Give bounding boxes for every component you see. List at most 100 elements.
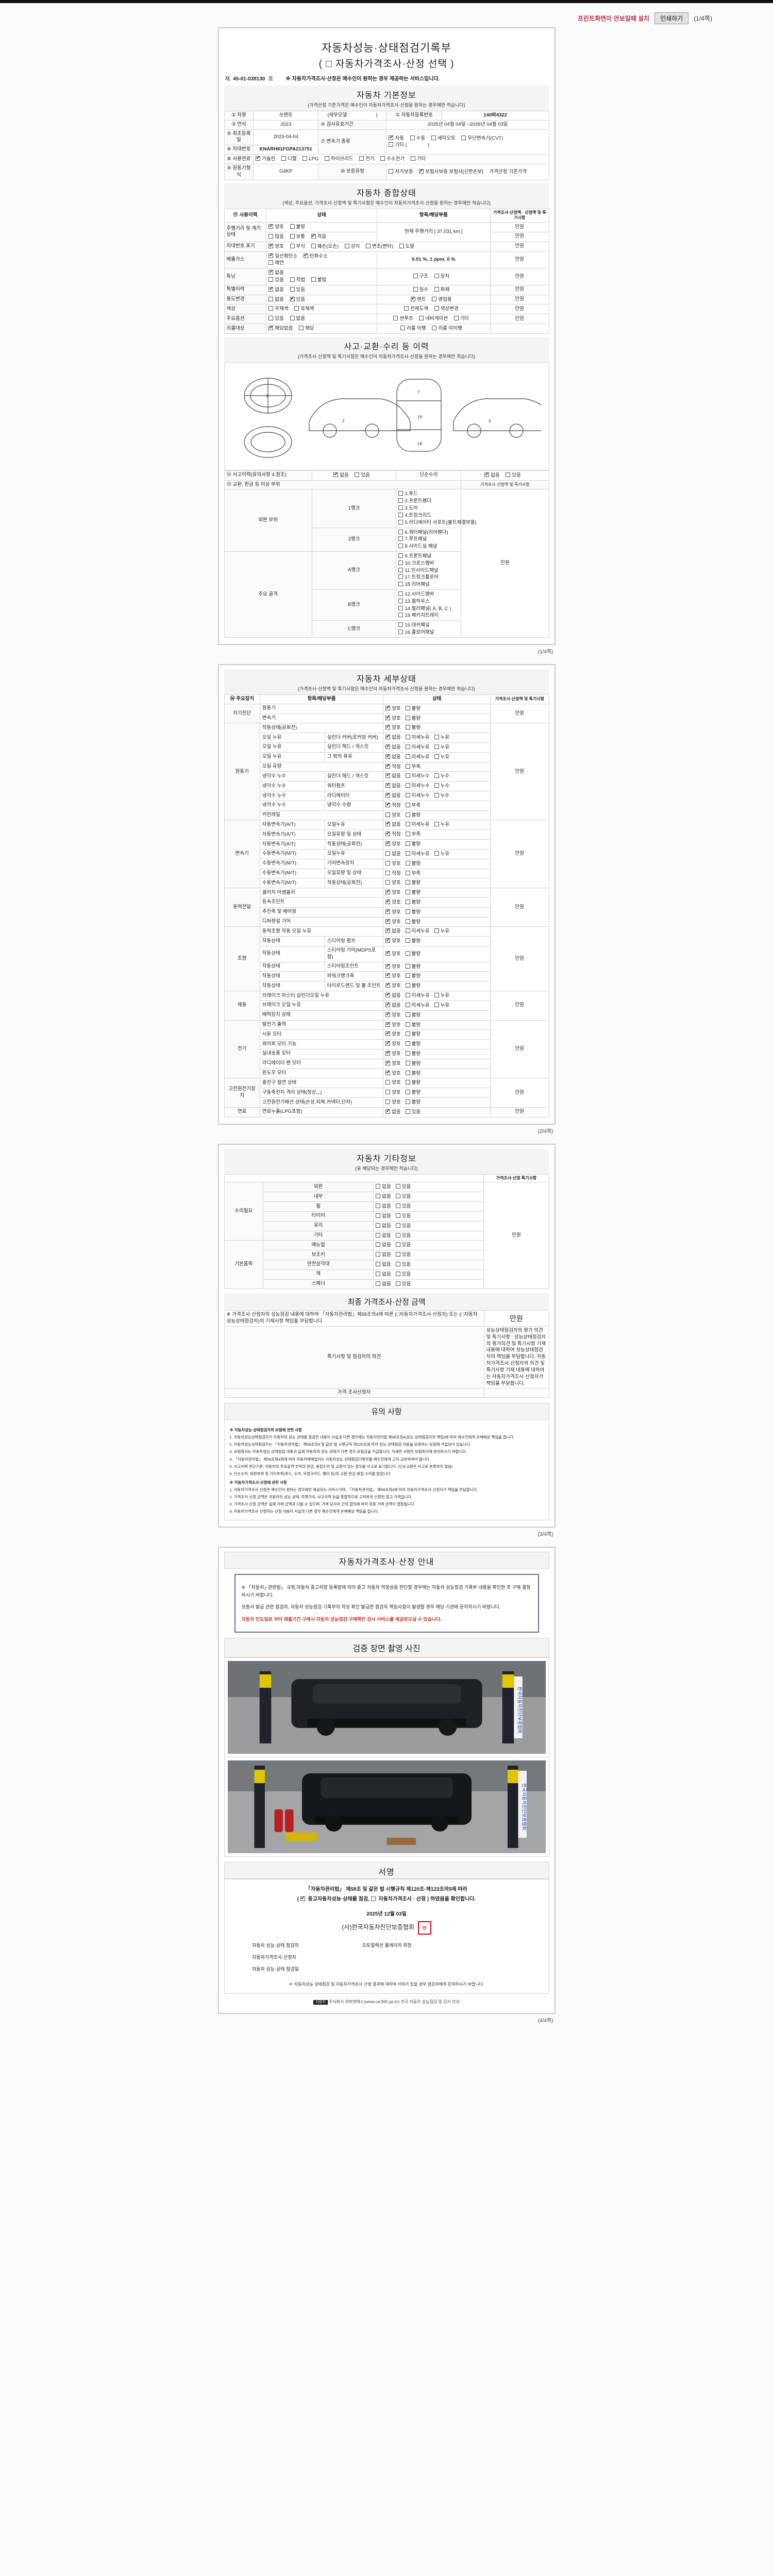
checkbox-있음-o0-2-1[interactable] bbox=[395, 1204, 400, 1209]
opt-누수-1-7-2[interactable]: 누수 bbox=[434, 792, 449, 800]
option-sunroof[interactable]: 썬루프 bbox=[393, 315, 413, 323]
opt-있음-o1-1-1[interactable]: 있음 bbox=[395, 1251, 411, 1259]
vin-different[interactable]: 상이 bbox=[344, 243, 360, 250]
checkbox-없음-o0-1-0[interactable] bbox=[376, 1194, 381, 1199]
opt-양호-4-3-0[interactable]: 양호 bbox=[385, 963, 401, 971]
checkbox-있음-o0-1-1[interactable] bbox=[395, 1194, 400, 1199]
checkbox-side-member[interactable] bbox=[398, 591, 404, 597]
part-radiator-support[interactable]: 5.라디에이터 서포트(볼트체결부품) bbox=[398, 519, 477, 527]
warranty-opt-self[interactable]: 자가보증 bbox=[389, 168, 413, 176]
checkbox-vin-erased[interactable] bbox=[399, 243, 404, 248]
opt-누유-1-2-2[interactable]: 누유 bbox=[434, 744, 449, 751]
checkbox-미세누수-1-7-1[interactable] bbox=[405, 793, 410, 798]
checkbox-mileage-few[interactable] bbox=[311, 233, 316, 239]
checkbox-dash-panel[interactable] bbox=[398, 622, 404, 628]
opt-양호-5-2-0[interactable]: 양호 bbox=[385, 1011, 401, 1019]
opt-불량-0-0-1[interactable]: 불량 bbox=[405, 705, 421, 713]
checkbox-simple-none[interactable] bbox=[484, 471, 490, 477]
checkbox-불량-4-2-1[interactable] bbox=[405, 951, 410, 956]
checkbox-양호-3-3-0[interactable] bbox=[385, 918, 391, 924]
checkbox-nav[interactable] bbox=[419, 316, 424, 321]
checkbox-없음-o0-4-0[interactable] bbox=[376, 1223, 381, 1228]
part-front-panel[interactable]: 9.프론트패널 bbox=[398, 553, 431, 560]
checkbox-불량-4-1-1[interactable] bbox=[405, 938, 410, 943]
opt-없음-2-3-0[interactable]: 없음 bbox=[385, 851, 401, 858]
checkbox-불량-2-4-1[interactable] bbox=[405, 860, 410, 866]
checkbox-recall-not-done[interactable] bbox=[432, 326, 437, 331]
checkbox-미세누수-1-6-1[interactable] bbox=[405, 783, 410, 788]
checkbox-없음-1-7-0[interactable] bbox=[385, 792, 391, 798]
checkbox-불량-0-0-1[interactable] bbox=[405, 705, 410, 710]
options-yes[interactable]: 있음 bbox=[268, 315, 284, 323]
checkbox-불량-4-5-1[interactable] bbox=[405, 983, 410, 988]
checkbox-양호-7-2-0[interactable] bbox=[385, 1099, 391, 1105]
checkbox-불량-3-2-1[interactable] bbox=[405, 909, 410, 914]
opt-없음-o0-0-0[interactable]: 없음 bbox=[376, 1183, 391, 1191]
checkbox-불량-4-4-1[interactable] bbox=[405, 973, 410, 978]
checkbox-양호-6-1-0[interactable] bbox=[385, 1030, 391, 1037]
vin-damaged[interactable]: 훼손(오손) bbox=[311, 243, 339, 250]
opt-없음-o1-0-0[interactable]: 없음 bbox=[376, 1242, 391, 1249]
opt-없음-o0-2-0[interactable]: 없음 bbox=[376, 1203, 391, 1210]
opt-없음-o0-4-0[interactable]: 없음 bbox=[376, 1223, 391, 1230]
opt-양호-1-9-0[interactable]: 양호 bbox=[385, 812, 401, 819]
opt-불량-3-0-1[interactable]: 불량 bbox=[405, 889, 421, 896]
mileage-normal[interactable]: 보통 bbox=[290, 233, 305, 241]
recall-not-done[interactable]: 리콜 미이행 bbox=[432, 325, 462, 332]
opt-불량-6-0-1[interactable]: 불량 bbox=[405, 1022, 421, 1029]
opt-불량-3-2-1[interactable]: 불량 bbox=[405, 909, 421, 916]
opt-누유-1-3-2[interactable]: 누유 bbox=[434, 754, 449, 761]
opt-양호-3-2-0[interactable]: 양호 bbox=[385, 908, 401, 916]
checkbox-양호-4-5-0[interactable] bbox=[385, 982, 391, 988]
checkbox-tuning-none[interactable] bbox=[268, 269, 274, 275]
checkbox-누유-1-3-2[interactable] bbox=[434, 754, 439, 759]
checkbox-accident-none[interactable] bbox=[333, 471, 339, 477]
usechange-rent[interactable]: 렌트 bbox=[411, 296, 426, 303]
fuel-opt-etc[interactable]: 기타 bbox=[410, 156, 426, 163]
vin-erased[interactable]: 도말 bbox=[399, 243, 414, 250]
checkbox-performance-check[interactable] bbox=[300, 1895, 305, 1902]
checkbox-불량-7-2-1[interactable] bbox=[405, 1099, 410, 1105]
checkbox-누유-2-3-2[interactable] bbox=[434, 851, 439, 856]
opt-있음-o1-2-1[interactable]: 있음 bbox=[395, 1261, 411, 1268]
checkbox-양호-4-2-0[interactable] bbox=[385, 950, 391, 956]
recall-applies[interactable]: 해당 bbox=[299, 325, 314, 332]
opt-있음-o0-0-1[interactable]: 있음 bbox=[395, 1183, 411, 1191]
opt-있음-o1-3-1[interactable]: 있음 bbox=[395, 1271, 411, 1278]
opt-미세누유-4-0-1[interactable]: 미세누유 bbox=[405, 928, 430, 935]
opt-양호-7-1-0[interactable]: 양호 bbox=[385, 1089, 401, 1096]
checkbox-없음-8-0-0[interactable] bbox=[385, 1108, 391, 1114]
opt-없음-1-2-0[interactable]: 없음 bbox=[385, 743, 401, 751]
checkbox-양호-1-0-0[interactable] bbox=[385, 724, 391, 730]
part-hood[interactable]: 1.후드 bbox=[398, 490, 418, 498]
checkbox-smoke[interactable] bbox=[268, 260, 274, 265]
checkbox-양호-7-0-0[interactable] bbox=[385, 1080, 391, 1085]
opt-불량-3-3-1[interactable]: 불량 bbox=[405, 919, 421, 926]
checkbox-있음-o0-0-1[interactable] bbox=[395, 1184, 400, 1189]
checkbox-vin-damaged[interactable] bbox=[311, 243, 316, 248]
opt-있음-o1-0-1[interactable]: 있음 bbox=[395, 1242, 411, 1249]
option-etc[interactable]: 기타 bbox=[453, 315, 469, 323]
opt-적정-1-4-0[interactable]: 적정 bbox=[385, 763, 401, 771]
usechange-business[interactable]: 영업용 bbox=[432, 296, 452, 303]
recall-done[interactable]: 리콜 이행 bbox=[400, 325, 426, 332]
vin-corroded[interactable]: 부식 bbox=[290, 243, 305, 250]
checkbox-없음-o0-0-0[interactable] bbox=[376, 1184, 381, 1189]
simple-none[interactable]: 없음 bbox=[484, 471, 500, 479]
color-full-paint[interactable]: 전체도색 bbox=[404, 306, 428, 313]
checkbox-불량-6-3-1[interactable] bbox=[405, 1050, 410, 1056]
checkbox-structure[interactable] bbox=[413, 274, 418, 279]
checkbox-mileage-normal[interactable] bbox=[290, 233, 295, 239]
checkbox-미세누유-1-3-1[interactable] bbox=[405, 754, 410, 759]
opt-불량-4-5-1[interactable]: 불량 bbox=[405, 982, 421, 990]
checkbox-tuning-yes[interactable] bbox=[268, 277, 274, 282]
options-no[interactable]: 없음 bbox=[290, 315, 305, 323]
checkbox-options-yes[interactable] bbox=[268, 316, 274, 321]
opt-없음-1-5-0[interactable]: 없음 bbox=[385, 772, 401, 780]
trans-opt-cvt[interactable]: 무단변속기(CVT) bbox=[461, 135, 503, 142]
opt-불량-1-9-1[interactable]: 불량 bbox=[405, 812, 421, 819]
opt-있음-o0-3-1[interactable]: 있음 bbox=[395, 1213, 411, 1220]
checkbox-없음-o0-2-0[interactable] bbox=[376, 1204, 381, 1209]
option-nav[interactable]: 네비게이션 bbox=[419, 315, 448, 323]
opt-있음-o0-2-1[interactable]: 있음 bbox=[395, 1203, 411, 1210]
